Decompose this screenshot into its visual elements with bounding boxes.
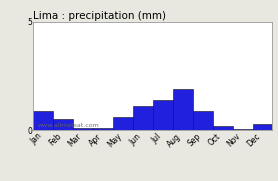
Bar bbox=[233, 129, 252, 130]
Bar bbox=[33, 111, 53, 130]
Bar bbox=[173, 89, 193, 130]
Bar bbox=[153, 100, 173, 130]
Bar bbox=[53, 119, 73, 130]
Text: www.allmetsat.com: www.allmetsat.com bbox=[38, 123, 100, 128]
Bar bbox=[252, 124, 272, 130]
Text: Lima : precipitation (mm): Lima : precipitation (mm) bbox=[33, 11, 166, 21]
Bar bbox=[113, 117, 133, 130]
Bar bbox=[93, 128, 113, 130]
Bar bbox=[133, 106, 153, 130]
Bar bbox=[193, 111, 213, 130]
Bar bbox=[213, 126, 233, 130]
Bar bbox=[73, 128, 93, 130]
